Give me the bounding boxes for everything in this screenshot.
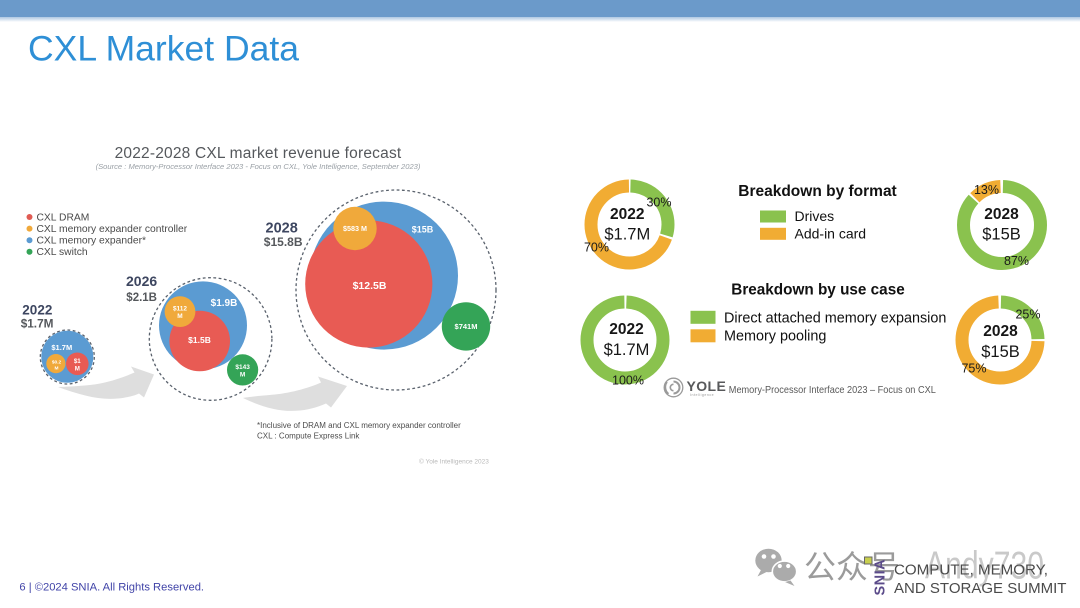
- svg-text:Add-in card: Add-in card: [795, 226, 867, 242]
- svg-text:CXL memory expander controller: CXL memory expander controller: [37, 224, 188, 235]
- svg-text:75%: 75%: [961, 362, 986, 376]
- svg-text:CXL DRAM: CXL DRAM: [37, 212, 90, 223]
- svg-text:COMPUTE, MEMORY,: COMPUTE, MEMORY,: [894, 562, 1048, 579]
- svg-text:M: M: [177, 313, 182, 320]
- svg-text:$112: $112: [173, 306, 187, 313]
- svg-text:M: M: [240, 372, 245, 379]
- svg-text:CXL Market Data: CXL Market Data: [28, 29, 299, 69]
- svg-text:(Source : Memory-Processor Int: (Source : Memory-Processor Interface 202…: [96, 162, 421, 171]
- svg-text:30%: 30%: [646, 196, 671, 210]
- svg-text:SNIA: SNIA: [873, 559, 889, 596]
- svg-text:25%: 25%: [1015, 308, 1040, 322]
- svg-text:6 | ©2024 SNIA. All Rights Res: 6 | ©2024 SNIA. All Rights Reserved.: [19, 582, 204, 594]
- svg-text:2022: 2022: [22, 303, 52, 318]
- svg-text:$15.8B: $15.8B: [264, 235, 303, 249]
- svg-text:$583 M: $583 M: [343, 224, 367, 233]
- svg-text:2028: 2028: [266, 221, 298, 237]
- svg-text:CXL : Compute Express Link: CXL : Compute Express Link: [257, 432, 360, 441]
- svg-text:M: M: [55, 366, 59, 372]
- svg-text:$1.7M: $1.7M: [51, 343, 72, 352]
- svg-text:$15B: $15B: [412, 224, 434, 234]
- svg-text:Intelligence: Intelligence: [690, 393, 714, 397]
- svg-text:$143: $143: [235, 364, 250, 371]
- svg-text:2022-2028 CXL market revenue f: 2022-2028 CXL market revenue forecast: [115, 145, 402, 162]
- svg-text:CXL switch: CXL switch: [37, 247, 88, 258]
- svg-text:YOLE: YOLE: [687, 378, 727, 394]
- svg-text:AND STORAGE SUMMIT: AND STORAGE SUMMIT: [894, 580, 1067, 597]
- svg-text:© Yole Intelligence 2023: © Yole Intelligence 2023: [419, 458, 489, 466]
- svg-text:100%: 100%: [612, 374, 644, 388]
- svg-text:*Inclusive of DRAM and CXL mem: *Inclusive of DRAM and CXL memory expand…: [257, 421, 461, 430]
- svg-text:Breakdown by format: Breakdown by format: [738, 183, 896, 200]
- svg-text:$1: $1: [74, 358, 81, 365]
- svg-text:$15B: $15B: [981, 343, 1020, 361]
- svg-text:$0.2: $0.2: [52, 360, 62, 366]
- svg-text:$1.7M: $1.7M: [604, 226, 650, 244]
- svg-text:$2.1B: $2.1B: [126, 292, 157, 304]
- svg-text:$1.9B: $1.9B: [211, 298, 238, 309]
- svg-text:2028: 2028: [983, 323, 1018, 340]
- svg-text:$1.5B: $1.5B: [188, 335, 211, 345]
- svg-text:$1.7M: $1.7M: [604, 341, 650, 359]
- svg-text:2028: 2028: [984, 206, 1019, 223]
- svg-text:87%: 87%: [1004, 254, 1029, 268]
- svg-text:Memory pooling: Memory pooling: [724, 328, 826, 344]
- svg-text:Drives: Drives: [795, 208, 835, 224]
- svg-text:Breakdown by use case: Breakdown by use case: [731, 282, 904, 299]
- svg-text:70%: 70%: [584, 241, 609, 255]
- svg-text:2022: 2022: [610, 206, 644, 223]
- svg-text:$15B: $15B: [982, 226, 1021, 244]
- svg-text:$741M: $741M: [455, 322, 478, 331]
- svg-text:$1.7M: $1.7M: [21, 317, 54, 331]
- svg-text:2026: 2026: [126, 273, 157, 289]
- svg-text:Direct attached memory expansi: Direct attached memory expansion: [724, 310, 946, 326]
- svg-text:CXL memory expander*: CXL memory expander*: [37, 236, 147, 247]
- svg-text:2022: 2022: [609, 321, 643, 338]
- svg-text:Andy730: Andy730: [925, 545, 1044, 588]
- svg-text:13%: 13%: [974, 183, 999, 197]
- svg-text:公众号: 公众号: [804, 549, 900, 585]
- svg-text:M: M: [75, 366, 80, 373]
- svg-text:$12.5B: $12.5B: [353, 280, 387, 292]
- svg-text:Memory-Processor Interface 202: Memory-Processor Interface 2023 – Focus …: [729, 385, 936, 396]
